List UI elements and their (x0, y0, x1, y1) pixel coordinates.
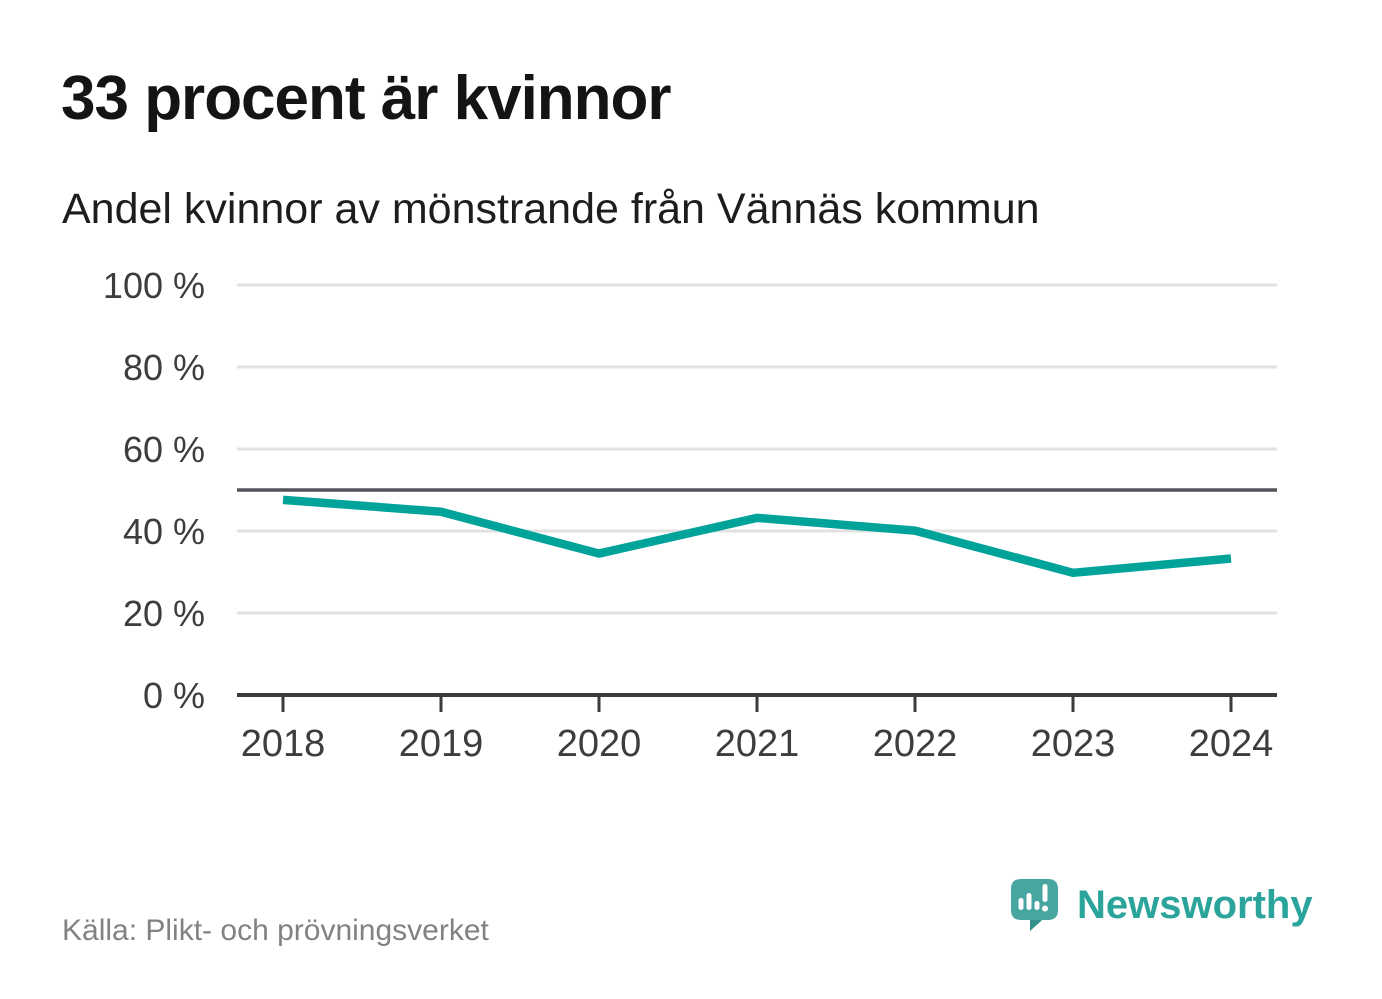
y-axis-tick-label: 20 % (123, 593, 205, 634)
x-axis-tick-label: 2021 (715, 723, 800, 765)
y-axis-tick-label: 60 % (123, 429, 205, 470)
x-axis-tick-label: 2020 (557, 723, 642, 765)
speech-bubble-chart-icon (1011, 879, 1058, 931)
logo-tail-fold (1030, 920, 1042, 931)
logo-bar-3 (1034, 901, 1040, 910)
page-subtitle: Andel kvinnor av mönstrande från Vännäs … (62, 185, 1040, 233)
x-axis-tick-label: 2023 (1031, 723, 1116, 765)
logo-bar-2 (1026, 893, 1032, 910)
source-text: Källa: Plikt- och prövningsverket (62, 914, 489, 947)
y-axis-tick-label: 0 % (143, 675, 205, 716)
newsworthy-logo: Newsworthy (1011, 879, 1313, 932)
brand-wordmark: Newsworthy (1077, 883, 1313, 927)
x-axis-tick-label: 2018 (241, 723, 326, 765)
logo-bar-1 (1018, 898, 1024, 910)
y-axis-tick-label: 40 % (123, 511, 205, 552)
x-axis-tick-label: 2019 (399, 723, 484, 765)
page-title: 33 procent är kvinnor (61, 64, 672, 133)
logo-exclamation-bar (1042, 884, 1048, 902)
y-axis-tick-label: 80 % (123, 347, 205, 388)
series-line (282, 495, 1232, 578)
x-axis-tick-label: 2022 (873, 723, 958, 765)
y-axis-tick-label: 100 % (103, 265, 205, 306)
x-axis-tick-label: 2024 (1189, 723, 1274, 765)
logo-exclamation-dot (1042, 905, 1048, 912)
